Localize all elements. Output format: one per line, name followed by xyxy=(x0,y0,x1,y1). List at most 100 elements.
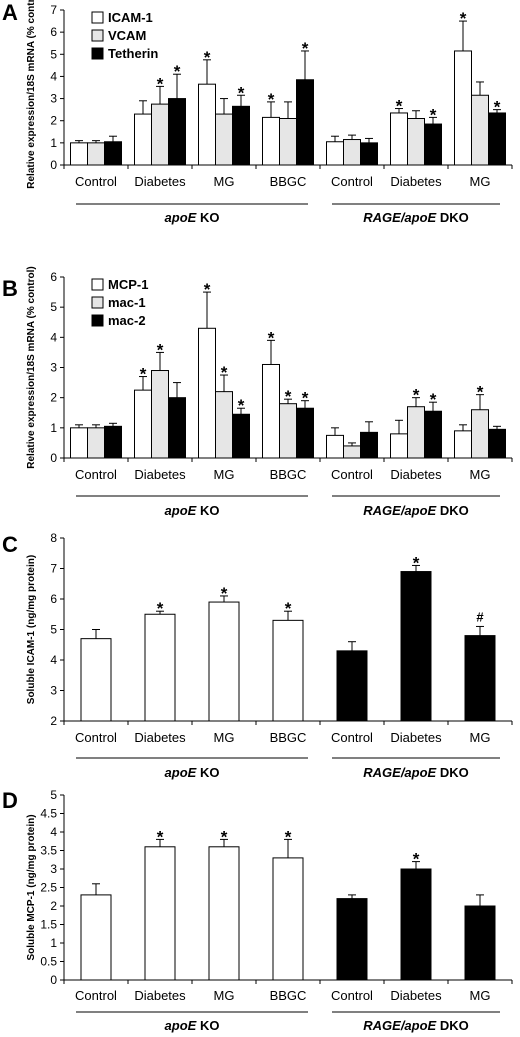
significance-marker: * xyxy=(285,387,292,406)
panel-letter-c: C xyxy=(2,532,18,557)
y-tick-label: 2 xyxy=(50,114,57,128)
significance-marker: * xyxy=(157,340,164,359)
significance-marker: * xyxy=(302,39,309,58)
significance-marker: # xyxy=(476,609,484,624)
bar xyxy=(424,123,442,166)
bar xyxy=(400,868,432,981)
panel-letter-d: D xyxy=(2,788,18,813)
bar xyxy=(87,142,105,166)
legend-label: Tetherin xyxy=(108,46,158,61)
bar xyxy=(151,370,169,459)
bar xyxy=(279,118,297,166)
y-tick-label: 7 xyxy=(50,562,57,576)
y-tick-label: 3 xyxy=(50,361,57,375)
y-axis-title: Relative expression/18S mRNA (% control) xyxy=(26,266,37,468)
group-label: RAGE/apoE DKO xyxy=(363,503,468,518)
x-tick-label: Control xyxy=(75,988,117,1003)
x-tick-label: Control xyxy=(75,174,117,189)
bar xyxy=(215,391,233,459)
significance-marker: * xyxy=(204,48,211,67)
bar xyxy=(168,98,186,166)
bar xyxy=(144,613,176,722)
x-tick-label: MG xyxy=(470,988,491,1003)
significance-marker: * xyxy=(268,328,275,347)
y-tick-label: 1 xyxy=(50,936,57,950)
y-tick-label: 5 xyxy=(50,788,57,802)
y-tick-label: 0 xyxy=(50,158,57,172)
significance-marker: * xyxy=(460,9,467,28)
x-tick-label: MG xyxy=(214,467,235,482)
significance-marker: * xyxy=(221,584,228,603)
legend-label: mac-1 xyxy=(108,295,146,310)
x-tick-label: Control xyxy=(331,174,373,189)
bar xyxy=(168,397,186,459)
group-label: RAGE/apoE DKO xyxy=(363,210,468,225)
bar xyxy=(390,433,408,459)
bar xyxy=(104,425,122,459)
x-tick-label: MG xyxy=(214,730,235,745)
bar xyxy=(144,846,176,981)
significance-marker: * xyxy=(157,74,164,93)
significance-marker: * xyxy=(285,599,292,618)
chart-panel-b: 0 1 2 3 4 5 6 Relative expression/18S mRNA (% c… xyxy=(26,266,513,518)
bar xyxy=(488,112,506,166)
group-label: apoE KO xyxy=(165,1018,220,1033)
group-label: RAGE/apoE DKO xyxy=(363,1018,468,1033)
bar xyxy=(407,118,425,166)
y-tick-label: 4 xyxy=(50,825,57,839)
x-tick-label: Diabetes xyxy=(390,467,442,482)
bar xyxy=(151,103,169,166)
y-axis-title: Relative expression/18S mRNA (% control) xyxy=(26,0,37,189)
y-tick-label: 3 xyxy=(50,862,57,876)
legend-label: MCP-1 xyxy=(108,277,148,292)
x-tick-label: Control xyxy=(331,730,373,745)
y-tick-label: 3 xyxy=(50,92,57,106)
y-axis-title: Soluble MCP-1 (ng/mg protein) xyxy=(26,814,37,960)
y-tick-label: 2 xyxy=(50,714,57,728)
panel-letter-b: B xyxy=(2,276,18,301)
bar xyxy=(360,142,378,166)
bar xyxy=(390,112,408,166)
bar xyxy=(87,427,105,459)
legend-swatch xyxy=(91,314,104,327)
significance-marker: * xyxy=(268,90,275,109)
group-label: RAGE/apoE DKO xyxy=(363,765,468,780)
bar xyxy=(400,571,432,722)
bar xyxy=(407,406,425,459)
y-tick-label: 5 xyxy=(50,47,57,61)
x-tick-label: Diabetes xyxy=(134,174,186,189)
x-tick-label: Control xyxy=(331,988,373,1003)
bar xyxy=(134,113,152,166)
y-tick-label: 6 xyxy=(50,592,57,606)
significance-marker: * xyxy=(238,83,245,102)
bar xyxy=(80,894,112,981)
bar xyxy=(208,846,240,981)
y-tick-label: 4 xyxy=(50,330,57,344)
y-tick-label: 5 xyxy=(50,300,57,314)
legend-label: ICAM-1 xyxy=(108,10,153,25)
bar xyxy=(326,434,344,459)
bar xyxy=(208,601,240,722)
bar xyxy=(336,650,368,722)
significance-marker: * xyxy=(157,827,164,846)
x-tick-label: Diabetes xyxy=(134,988,186,1003)
x-tick-label: Control xyxy=(331,467,373,482)
legend-swatch xyxy=(91,278,104,291)
bar xyxy=(454,430,472,459)
y-tick-label: 2 xyxy=(50,899,57,913)
bar xyxy=(70,142,88,166)
group-label: apoE KO xyxy=(165,765,220,780)
x-tick-label: Diabetes xyxy=(390,174,442,189)
x-tick-label: Control xyxy=(75,467,117,482)
x-tick-label: MG xyxy=(470,730,491,745)
y-tick-label: 4.5 xyxy=(40,807,57,821)
x-tick-label: BBGC xyxy=(270,730,307,745)
x-tick-label: BBGC xyxy=(270,988,307,1003)
significance-marker: * xyxy=(396,97,403,116)
bar xyxy=(232,105,250,166)
bar xyxy=(198,83,216,166)
x-tick-label: Diabetes xyxy=(134,467,186,482)
significance-marker: * xyxy=(413,386,420,405)
y-tick-label: 1 xyxy=(50,136,57,150)
